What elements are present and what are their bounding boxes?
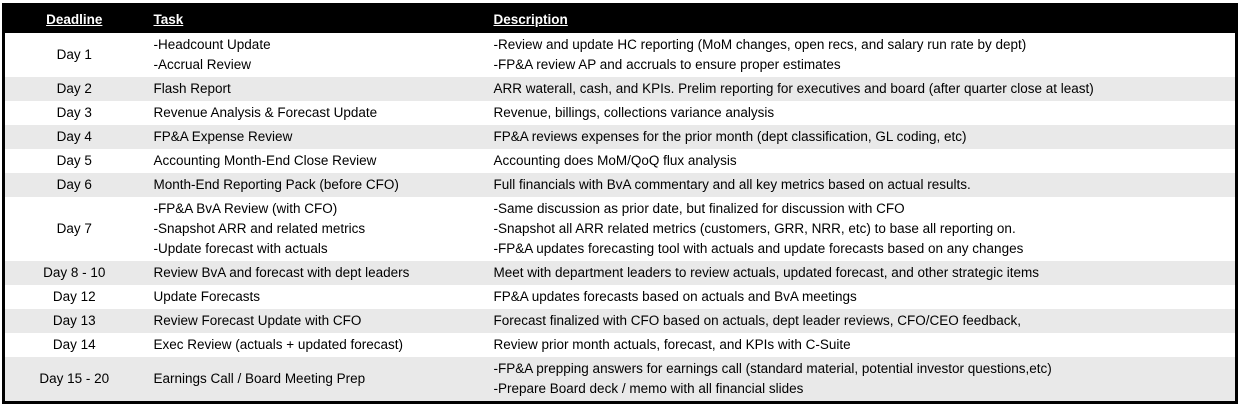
description-cell: -FP&A prepping answers for earnings call… [493, 361, 1052, 396]
task-cell: Review BvA and forecast with dept leader… [153, 265, 410, 280]
table-row: Day 12 Update Forecasts FP&A updates for… [3, 285, 1237, 309]
task-cell: -Headcount Update -Accrual Review [153, 37, 271, 72]
task-cell: Review Forecast Update with CFO [153, 313, 362, 328]
table-row: Day 6 Month-End Reporting Pack (before C… [3, 173, 1237, 197]
header-row: Deadline Task Description [3, 4, 1237, 33]
description-cell: Meet with department leaders to review a… [493, 265, 1040, 280]
task-cell: Revenue Analysis & Forecast Update [153, 105, 378, 120]
deadline-cell: Day 8 - 10 [43, 265, 106, 280]
deadline-cell: Day 3 [56, 105, 92, 120]
table-row: Day 5 Accounting Month-End Close Review … [3, 149, 1237, 173]
column-header-deadline: Deadline [3, 4, 144, 33]
table-row: Day 4 FP&A Expense Review FP&A reviews e… [3, 125, 1237, 149]
deadline-cell: Day 15 - 20 [39, 371, 110, 386]
table-row: Day 13 Review Forecast Update with CFO F… [3, 309, 1237, 333]
deadline-cell: Day 14 [52, 337, 96, 352]
table-row: Day 14 Exec Review (actuals + updated fo… [3, 333, 1237, 357]
table-body: Day 1 -Headcount Update -Accrual Review … [3, 33, 1237, 403]
description-cell: Accounting does MoM/QoQ flux analysis [493, 153, 737, 168]
task-cell: Flash Report [153, 81, 231, 96]
description-cell: Forecast finalized with CFO based on act… [493, 313, 1022, 328]
task-cell: Earnings Call / Board Meeting Prep [153, 371, 366, 386]
task-cell: Accounting Month-End Close Review [153, 153, 377, 168]
deadline-cell: Day 13 [52, 313, 96, 328]
task-cell: Update Forecasts [153, 289, 261, 304]
description-cell: Revenue, billings, collections variance … [493, 105, 775, 120]
table-row: Day 15 - 20 Earnings Call / Board Meetin… [3, 357, 1237, 403]
table-row: Day 2 Flash Report ARR waterall, cash, a… [3, 77, 1237, 101]
task-cell: Exec Review (actuals + updated forecast) [153, 337, 404, 352]
table-row: Day 3 Revenue Analysis & Forecast Update… [3, 101, 1237, 125]
task-cell: Month-End Reporting Pack (before CFO) [153, 177, 399, 192]
description-cell: ARR waterall, cash, and KPIs. Prelim rep… [493, 81, 1094, 96]
description-cell: FP&A reviews expenses for the prior mont… [493, 129, 967, 144]
description-cell: FP&A updates forecasts based on actuals … [493, 289, 857, 304]
deadline-cell: Day 7 [56, 221, 92, 236]
deadline-cell: Day 6 [56, 177, 92, 192]
task-cell: FP&A Expense Review [153, 129, 293, 144]
task-cell: -FP&A BvA Review (with CFO) -Snapshot AR… [153, 201, 366, 256]
deadline-cell: Day 1 [56, 47, 92, 62]
column-header-description: Description [486, 4, 1237, 33]
table-row: Day 8 - 10 Review BvA and forecast with … [3, 261, 1237, 285]
column-header-task: Task [143, 4, 487, 33]
deadline-cell: Day 12 [52, 289, 96, 304]
description-cell: -Review and update HC reporting (MoM cha… [493, 37, 1027, 72]
description-cell: Full financials with BvA commentary and … [493, 177, 971, 192]
deadline-cell: Day 5 [56, 153, 92, 168]
table-row: Day 7 -FP&A BvA Review (with CFO) -Snaps… [3, 197, 1237, 261]
table-header: Deadline Task Description [3, 4, 1237, 33]
table-row: Day 1 -Headcount Update -Accrual Review … [3, 33, 1237, 77]
description-cell: -Same discussion as prior date, but fina… [493, 201, 1024, 256]
schedule-table: Deadline Task Description Day 1 -Headcou… [2, 3, 1238, 404]
description-cell: Review prior month actuals, forecast, an… [493, 337, 851, 352]
deadline-cell: Day 2 [56, 81, 92, 96]
deadline-cell: Day 4 [56, 129, 92, 144]
